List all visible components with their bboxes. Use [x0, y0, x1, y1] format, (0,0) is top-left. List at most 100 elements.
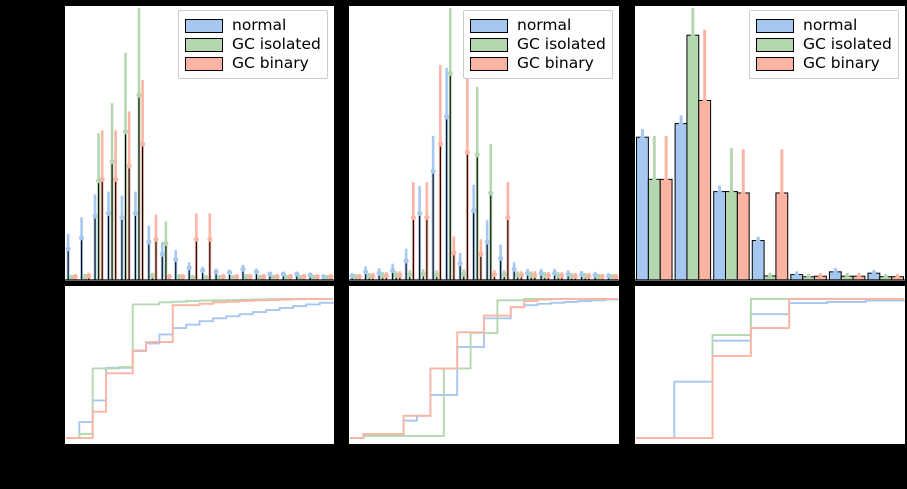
stem-marker [99, 176, 105, 182]
panel-3-histogram-svg [635, 7, 905, 281]
stem-marker [79, 235, 85, 241]
stem-marker [741, 190, 746, 196]
stem-marker [72, 274, 78, 280]
legend-label-gc-isolated: GC isolated [517, 34, 606, 53]
stem-marker [200, 267, 206, 274]
stem-marker [545, 273, 551, 279]
stem-marker [203, 274, 209, 280]
stem-marker [240, 266, 246, 272]
stem-marker [383, 273, 389, 279]
stem-marker [294, 271, 300, 277]
stem-marker [434, 271, 440, 278]
stem-marker [403, 258, 409, 264]
legend-row-normal: normal [756, 16, 891, 35]
legend-label-gc-isolated: GC isolated [803, 34, 892, 53]
stem-marker [844, 274, 850, 279]
stem-marker [488, 190, 494, 196]
stem-marker [380, 273, 386, 279]
step-curve-gc-binary [65, 297, 334, 440]
stem-marker [397, 272, 403, 278]
stem-marker [247, 274, 253, 280]
stem-marker [193, 236, 199, 242]
stem-marker [451, 250, 457, 256]
stem-marker [390, 267, 396, 274]
stem-marker [370, 273, 376, 279]
stem-marker [301, 274, 307, 280]
bar-series-normal [636, 115, 881, 281]
legend-label-normal: normal [803, 15, 858, 34]
stem-marker [599, 274, 605, 280]
stem-marker [491, 271, 497, 278]
stem-marker [407, 271, 413, 278]
stem-marker [420, 271, 426, 277]
step-curve-normal [635, 299, 905, 440]
bar-series-gc-binary [659, 29, 904, 281]
stem-marker [833, 269, 838, 275]
stem-marker [213, 269, 219, 275]
stem-marker [555, 273, 561, 279]
stem-marker [871, 271, 877, 276]
panel-3-cumulative-axes [634, 285, 906, 445]
legend-swatch-gc-isolated [185, 37, 223, 52]
bar [636, 136, 649, 281]
stem-marker [690, 33, 696, 38]
stem-marker [159, 251, 165, 257]
panel-1-histogram-svg [65, 7, 334, 281]
step-curve-gc-isolated [635, 297, 905, 440]
step-curve-gc-binary [635, 297, 905, 440]
panel-2-cumulative-svg [349, 297, 619, 440]
step-curve-gc-binary [349, 297, 619, 440]
stem-marker [356, 274, 362, 280]
stem-marker [136, 92, 142, 98]
stem-marker [484, 239, 490, 245]
stem-marker [663, 177, 669, 182]
stem-marker [532, 272, 538, 278]
legend-row-gc-isolated: GC isolated [756, 34, 892, 54]
stem-marker [652, 177, 657, 182]
stem-marker [552, 270, 558, 276]
stem-marker [613, 274, 619, 280]
panel-2-histogram-svg [349, 7, 619, 281]
legend-label-normal: normal [517, 15, 572, 34]
legend-label-normal: normal [232, 15, 287, 34]
stem-marker [794, 272, 799, 277]
legend-swatch-normal [470, 18, 508, 33]
panel-1-cumulative-svg [65, 297, 334, 440]
stem-marker [729, 189, 734, 194]
stem-marker [226, 269, 233, 275]
stem-marker [173, 257, 179, 263]
stem-marker [366, 273, 372, 279]
stem-marker [856, 274, 862, 279]
stem-marker [569, 273, 575, 279]
stem-marker [253, 269, 260, 275]
legend-row-normal: normal [185, 16, 320, 35]
legend-swatch-gc-binary [470, 56, 508, 71]
stem-marker [461, 271, 467, 277]
bar [713, 191, 727, 281]
stem-marker [755, 238, 761, 243]
stem-marker [92, 213, 98, 219]
stem-marker [511, 266, 517, 272]
stem-marker [640, 135, 645, 140]
step-curve-gc-isolated [65, 297, 334, 440]
stem-marker [464, 149, 470, 155]
legend-swatch-gc-isolated [756, 37, 794, 52]
bar-series-gc-isolated [353, 7, 615, 281]
panel-3-cumulative-svg [635, 297, 905, 440]
stem-marker [363, 269, 369, 275]
stem-marker [146, 239, 152, 245]
stem-marker [518, 272, 524, 278]
stem-marker [818, 274, 823, 279]
panel-1-cumulative-axes [64, 285, 335, 445]
legend-row-gc-binary: GC binary [756, 54, 891, 73]
stem-marker [287, 274, 294, 280]
stem-marker [444, 114, 450, 120]
stem-marker [582, 273, 588, 279]
stem-marker [105, 210, 112, 216]
stem-marker [572, 273, 578, 279]
stem-marker [153, 236, 159, 242]
stem-marker [149, 273, 156, 279]
stem-marker [376, 270, 382, 276]
stem-marker [274, 274, 280, 280]
